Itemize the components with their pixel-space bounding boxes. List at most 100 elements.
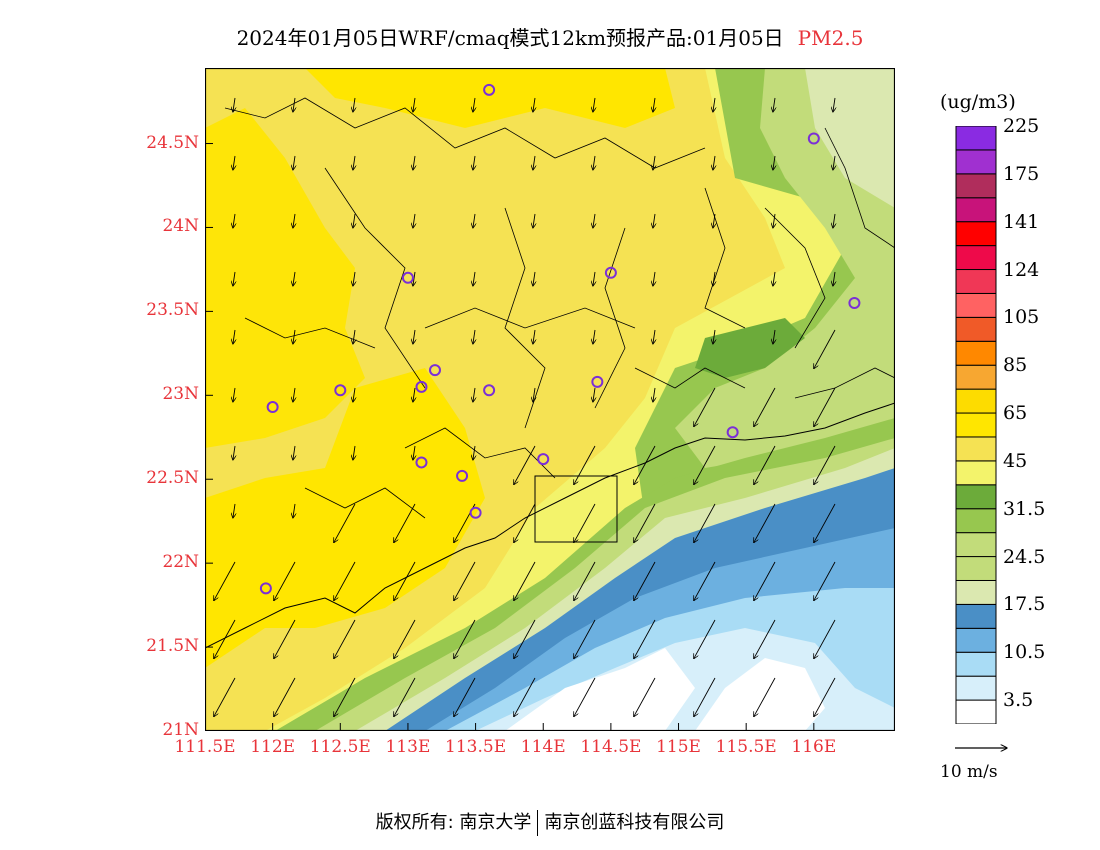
- wind-arrow-icon: [274, 677, 296, 717]
- wind-arrow-icon: [394, 503, 416, 543]
- coastline: [205, 402, 895, 649]
- legend-swatch: [955, 126, 997, 151]
- pollutant-label: PM2.5: [797, 26, 864, 50]
- wind-arrow-icon: [214, 561, 236, 601]
- wind-arrow-icon: [694, 619, 716, 659]
- station-marker: [429, 364, 441, 377]
- legend-label: 175: [1003, 162, 1040, 185]
- wind-arrow-icon: [634, 561, 656, 601]
- wind-arrow-icon: [634, 503, 656, 543]
- wind-arrow-icon: [473, 387, 475, 402]
- wind-arrow-icon: [533, 271, 535, 286]
- wind-arrow-icon: [334, 619, 356, 659]
- wind-arrow-icon: [353, 445, 355, 460]
- copyright-footer: 版权所有: 南京大学 南京创蓝科技有限公司: [0, 808, 1100, 836]
- wind-arrow-icon: [814, 387, 836, 427]
- wind-arrow-icon: [293, 329, 295, 344]
- lat-label: 21N: [162, 720, 199, 740]
- wind-arrow-icon: [473, 155, 475, 170]
- wind-arrow-icon: [814, 561, 836, 601]
- wind-arrow-icon: [394, 561, 416, 601]
- legend-label: 85: [1003, 354, 1028, 377]
- legend-label: 31.5: [1003, 497, 1046, 520]
- wind-arrow-icon: [514, 561, 536, 601]
- wind-arrow-icon: [593, 155, 595, 170]
- wind-arrow-icon: [754, 619, 776, 659]
- field-high-west: [205, 108, 365, 448]
- wind-arrow-icon: [394, 619, 416, 659]
- wind-arrow-icon: [814, 329, 836, 369]
- field-sea-white-2: [695, 658, 825, 731]
- map-title: 2024年01月05日WRF/cmaq模式12km预报产品:01月05日 PM2.…: [0, 22, 1100, 51]
- station-marker: [726, 426, 739, 439]
- legend-swatch: [955, 245, 997, 271]
- wind-arrow-icon: [754, 503, 776, 543]
- wind-arrow-icon: [514, 677, 536, 717]
- wind-arrow-icon: [413, 97, 415, 112]
- wind-arrow-icon: [233, 445, 235, 460]
- legend-label: 141: [1003, 210, 1040, 233]
- station-marker: [401, 271, 414, 284]
- wind-arrow-icon: [773, 329, 775, 344]
- wind-arrow-icon: [713, 213, 715, 228]
- wind-arrow-icon: [533, 329, 535, 344]
- lon-label: 111.5E: [174, 737, 236, 757]
- station-marker: [334, 384, 347, 397]
- station-marker: [807, 132, 820, 145]
- lat-label: 22.5N: [146, 468, 199, 489]
- legend-swatch: [955, 675, 997, 701]
- pm25-forecast-map: [205, 68, 895, 731]
- wind-arrow-icon: [653, 213, 655, 228]
- legend-label: 10.5: [1003, 641, 1046, 664]
- wind-arrow-icon: [634, 677, 656, 717]
- wind-arrow-icon: [413, 387, 415, 402]
- legend-swatch: [955, 149, 997, 175]
- legend-swatch: [955, 579, 997, 605]
- legend-swatch: [955, 269, 997, 294]
- legend-label: 105: [1003, 306, 1040, 329]
- wind-arrow-icon: [814, 619, 836, 659]
- station-marker: [591, 375, 604, 388]
- legend-swatch: [955, 460, 997, 486]
- wind-arrow-icon: [413, 445, 415, 460]
- legend-swatch: [955, 484, 997, 510]
- wind-arrow-icon: [334, 677, 356, 717]
- wind-arrow-icon: [353, 97, 355, 112]
- wind-arrow-icon: [833, 213, 835, 228]
- legend-swatch: [955, 603, 997, 629]
- wind-vectors: [214, 97, 836, 717]
- wind-arrow-icon: [653, 387, 655, 402]
- wind-arrow-icon: [533, 97, 535, 112]
- legend-swatch: [955, 532, 997, 558]
- wind-arrow-icon: [274, 619, 296, 659]
- color-legend: [955, 126, 997, 724]
- wind-arrow-icon: [653, 329, 655, 344]
- lat-label: 24N: [162, 216, 199, 237]
- wind-arrow-icon: [473, 445, 475, 460]
- wind-reference-arrow-icon: [955, 738, 1013, 758]
- wind-arrow-icon: [574, 503, 596, 543]
- wind-arrow-icon: [413, 329, 415, 344]
- wind-arrow-icon: [754, 387, 776, 427]
- lon-label: 113.5E: [445, 737, 507, 757]
- wind-arrow-icon: [773, 155, 775, 170]
- lon-label: 113E: [385, 737, 431, 757]
- lon-label: 116E: [791, 737, 837, 757]
- station-marker: [266, 401, 279, 414]
- wind-arrow-icon: [293, 155, 295, 170]
- legend-swatch: [955, 436, 997, 462]
- wind-arrow-icon: [713, 271, 715, 286]
- wind-arrow-icon: [514, 619, 536, 659]
- lon-label: 112E: [250, 737, 296, 757]
- wind-arrow-icon: [514, 503, 536, 543]
- legend-swatch: [955, 508, 997, 534]
- wind-arrow-icon: [754, 561, 776, 601]
- wind-arrow-icon: [593, 329, 595, 344]
- lon-label: 115.5E: [715, 737, 777, 757]
- legend-swatch: [955, 651, 997, 677]
- wind-arrow-icon: [214, 619, 236, 659]
- wind-arrow-icon: [593, 387, 595, 402]
- wind-arrow-icon: [394, 677, 416, 717]
- wind-arrow-icon: [413, 271, 415, 286]
- wind-arrow-icon: [814, 445, 836, 485]
